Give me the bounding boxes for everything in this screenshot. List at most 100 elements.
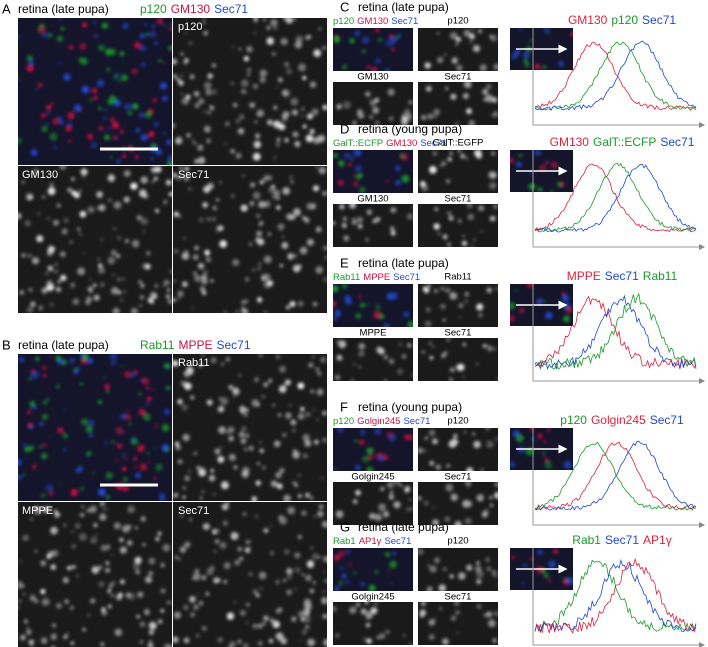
spot [352, 120, 357, 125]
spot [469, 40, 473, 44]
spot [19, 357, 25, 363]
spot [239, 405, 246, 413]
spot [388, 494, 395, 500]
spot [173, 298, 176, 302]
spot [495, 286, 498, 291]
spot [444, 53, 447, 56]
spot [255, 133, 261, 139]
spot [256, 297, 263, 303]
spot [518, 307, 525, 314]
spot [177, 459, 183, 465]
spot [297, 412, 305, 420]
spot [49, 132, 58, 141]
spot [184, 541, 191, 548]
profile-trace [534, 441, 697, 511]
spot [229, 641, 236, 647]
spot [352, 174, 355, 177]
spot [286, 68, 293, 75]
spot [165, 385, 171, 391]
spot [492, 111, 498, 118]
spot [371, 66, 378, 71]
spot [275, 354, 281, 360]
spot [28, 287, 33, 292]
spot [18, 137, 22, 145]
spot [542, 65, 547, 70]
spot [389, 36, 397, 44]
spot [333, 221, 336, 226]
spot [277, 77, 283, 83]
spot [55, 286, 62, 293]
channel-name: MPPE [178, 338, 212, 352]
spot [214, 448, 221, 455]
spot [510, 461, 516, 468]
spot [353, 362, 356, 366]
spot [18, 606, 20, 609]
spot [333, 316, 338, 321]
spot [118, 79, 121, 83]
spot [313, 136, 321, 145]
spot [147, 642, 154, 647]
spot [392, 551, 396, 556]
spot [134, 556, 142, 564]
spot [194, 245, 199, 251]
spot [179, 166, 184, 171]
spot [224, 121, 230, 127]
spot [81, 418, 89, 426]
spot [275, 471, 282, 479]
spot [86, 133, 94, 140]
spot [45, 122, 49, 126]
spot [206, 217, 211, 222]
spot [55, 602, 63, 609]
spot [289, 301, 296, 307]
spot [199, 496, 203, 500]
spot [258, 238, 263, 244]
spot [310, 546, 313, 550]
spot [483, 344, 487, 348]
spot [134, 154, 140, 160]
spot [302, 124, 307, 129]
panel-letter: D [340, 121, 349, 136]
spot [452, 433, 458, 439]
spot [144, 111, 152, 119]
spot [550, 189, 554, 192]
spot [145, 402, 149, 406]
spot [41, 453, 48, 460]
spot [280, 37, 288, 46]
channel-name: Sec71 [384, 536, 411, 547]
spot [183, 175, 190, 182]
spot [228, 435, 235, 442]
spot [98, 204, 106, 212]
spot [130, 307, 138, 313]
spot [432, 438, 438, 445]
spot [93, 283, 97, 287]
spot [111, 121, 120, 129]
spot [183, 604, 189, 611]
spot [138, 112, 145, 119]
spot [311, 354, 315, 359]
spot [49, 491, 54, 497]
spot [421, 350, 425, 354]
spot [323, 638, 327, 647]
spot [177, 296, 181, 300]
spot [38, 305, 43, 311]
spot [190, 612, 195, 617]
spot [82, 628, 86, 632]
spot [305, 624, 310, 630]
spot [426, 284, 431, 288]
spot [103, 376, 106, 379]
spot [369, 115, 374, 120]
spot [123, 196, 130, 203]
spot [127, 505, 135, 514]
image-signal [333, 549, 397, 591]
spot [253, 140, 262, 149]
spot [124, 432, 127, 435]
profile-legend-entry: Golgin245 [591, 413, 646, 427]
spot [398, 342, 402, 346]
spot [566, 307, 573, 314]
image-signal [18, 354, 172, 501]
spot [233, 102, 238, 108]
spot [451, 57, 458, 64]
spot [529, 171, 532, 175]
spot [127, 524, 132, 530]
channel-name: GM130 [171, 2, 211, 16]
